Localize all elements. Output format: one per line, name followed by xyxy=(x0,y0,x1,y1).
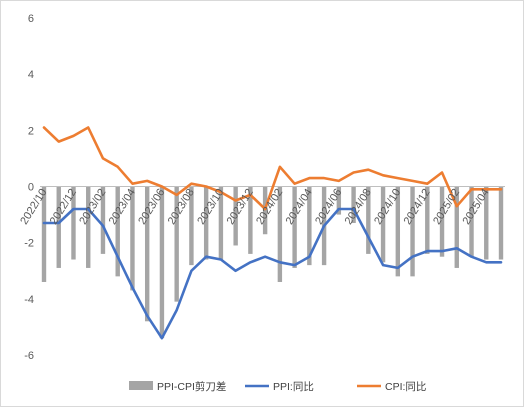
bar-2025/01 xyxy=(439,186,445,257)
bar-2024/02 xyxy=(277,186,283,282)
bar-2023/09 xyxy=(203,186,209,260)
bar-2022/11 xyxy=(56,186,61,268)
bar-2025/05 xyxy=(498,186,504,260)
legend-swatch-bar xyxy=(129,381,153,390)
bar-2023/04 xyxy=(130,186,135,291)
y-tick-label: 0 xyxy=(28,182,34,194)
bar-2023/11 xyxy=(233,186,238,246)
bar-2024/07 xyxy=(351,186,356,224)
y-axis-ticks: -6 -4 -2 0 2 4 6 xyxy=(24,13,34,362)
bar-2023/02 xyxy=(100,186,106,254)
bar-2024/12 xyxy=(425,186,430,254)
bar-2023/12 xyxy=(248,186,253,254)
line-CPI:同比 xyxy=(42,126,503,211)
legend-label: PPI-CPI剪刀差 xyxy=(157,380,226,393)
bar-2025/02 xyxy=(454,186,459,268)
bar-2025/03 xyxy=(469,186,474,257)
y-tick-label: 6 xyxy=(28,13,34,25)
line-PPI:同比 xyxy=(42,207,503,340)
y-tick-label: -4 xyxy=(24,294,34,306)
y-tick-label: -2 xyxy=(24,238,34,250)
bar-2023/08 xyxy=(189,186,194,266)
y-tick-label: -6 xyxy=(24,350,34,362)
bar-2023/03 xyxy=(115,186,120,277)
line-series-group xyxy=(42,126,503,340)
bar-series-group xyxy=(41,186,504,339)
bar-2022/10 xyxy=(41,186,47,282)
bar-2024/01 xyxy=(262,186,268,235)
bar-2024/09 xyxy=(380,186,386,263)
bar-2024/08 xyxy=(366,186,371,254)
bar-2023/01 xyxy=(86,186,91,268)
y-tick-label: 4 xyxy=(28,69,34,81)
bar-2024/04 xyxy=(307,186,312,266)
bar-2023/10 xyxy=(218,186,224,260)
y-tick-label: 2 xyxy=(28,125,34,137)
bar-2024/11 xyxy=(410,186,415,277)
legend-label: PPI:同比 xyxy=(273,380,314,393)
bar-2024/10 xyxy=(395,186,401,277)
legend-label: CPI:同比 xyxy=(385,380,426,393)
bar-2024/06 xyxy=(336,186,342,215)
legend: PPI-CPI剪刀差 PPI:同比 CPI:同比 xyxy=(129,380,426,393)
bar-2023/05 xyxy=(144,186,150,322)
bar-2022/12 xyxy=(71,186,76,260)
bar-2025/04 xyxy=(484,186,489,260)
bar-2023/06 xyxy=(159,186,165,339)
bar-2023/07 xyxy=(174,186,179,302)
bar-2024/03 xyxy=(292,186,297,268)
